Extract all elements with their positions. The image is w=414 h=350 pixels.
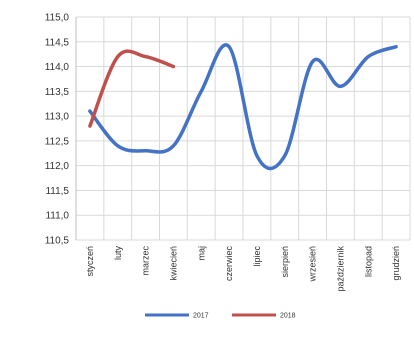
- x-axis-ticks: styczeń luty marzec kwiecień maj czerwiec lipi…: [85, 246, 401, 292]
- y-tick-label: 112,5: [45, 136, 70, 147]
- legend: 2017 2018: [145, 313, 296, 320]
- series-line-2017: [88, 43, 398, 171]
- x-tick-label: styczeń: [85, 246, 95, 277]
- y-tick-label: 115,0: [45, 13, 70, 24]
- series-lines: [88, 43, 398, 171]
- y-tick-label: 111,5: [45, 186, 69, 197]
- y-tick-label: 110,5: [45, 236, 70, 247]
- x-tick-label: czerwiec: [224, 246, 234, 282]
- x-tick-label: lipiec: [252, 246, 262, 267]
- x-tick-label: sierpień: [280, 246, 290, 278]
- x-tick-label: grudzień: [391, 246, 401, 281]
- x-tick-label: luty: [113, 246, 123, 261]
- y-tick-label: 111,0: [45, 211, 69, 222]
- gridlines: [75, 16, 411, 241]
- y-tick-label: 113,5: [45, 87, 70, 98]
- x-tick-label: maj: [196, 246, 206, 261]
- x-tick-label: kwiecień: [168, 246, 178, 281]
- x-tick-label: wrzesień: [308, 246, 318, 283]
- x-tick-label: marzec: [141, 246, 151, 276]
- y-tick-label: 114,5: [45, 37, 70, 48]
- legend-label-2018: 2018: [280, 313, 296, 320]
- y-tick-label: 114,0: [45, 62, 70, 73]
- y-tick-label: 112,0: [45, 161, 70, 172]
- y-tick-label: 113,0: [45, 112, 70, 123]
- series-line-2018: [88, 49, 176, 128]
- legend-label-2017: 2017: [193, 313, 209, 320]
- x-tick-label: listopad: [363, 246, 373, 277]
- x-tick-label: październik: [335, 246, 345, 292]
- y-axis-ticks: 110,5 111,0 111,5 112,0 112,5 113,0 113,5 114,0…: [45, 13, 70, 247]
